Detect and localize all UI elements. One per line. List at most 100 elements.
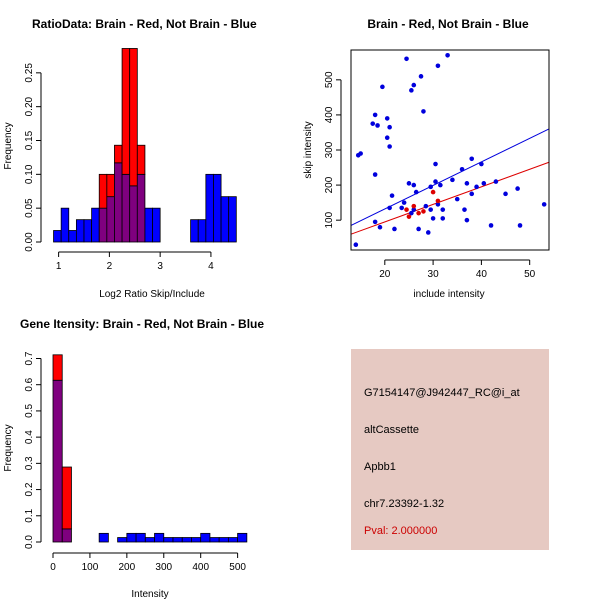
histogram-bar-not-brain <box>163 537 174 543</box>
scatter-point-not-brain <box>445 52 450 58</box>
scatter-point-not-brain <box>387 144 392 149</box>
scatter-point-not-brain <box>384 116 390 121</box>
y-tick-label: 100 <box>324 211 335 228</box>
scatter-point-not-brain <box>481 181 487 186</box>
scatter-point-not-brain <box>404 56 409 62</box>
scatter-point-brain <box>406 214 412 219</box>
x-tick-label: 2 <box>107 261 113 272</box>
ratio-histogram: RatioData: Brain - Red, Not Brain - Blue… <box>3 17 257 300</box>
y-tick-label: 500 <box>324 71 335 88</box>
y-tick-label: 0.2 <box>24 482 35 496</box>
scatter-point-not-brain <box>392 226 397 232</box>
x-tick-label: 20 <box>379 269 391 280</box>
ratio-histogram-xlabel: Log2 Ratio Skip/Include <box>99 289 205 300</box>
y-tick-label: 300 <box>324 141 335 158</box>
scatter-point-not-brain <box>389 193 395 198</box>
y-tick-label: 0.6 <box>24 377 35 391</box>
event-type-text: altCassette <box>364 424 420 436</box>
scatter-point-not-brain <box>541 202 547 207</box>
histogram-bar-not-brain <box>197 219 207 243</box>
histogram-bar-brain <box>106 173 115 198</box>
scatter-point-not-brain <box>450 177 455 183</box>
scatter-point-not-brain <box>353 242 359 248</box>
y-tick-label: 0.5 <box>24 404 35 418</box>
scatter-point-not-brain <box>459 166 465 172</box>
scatter-point-not-brain <box>372 219 378 225</box>
scatter-point-not-brain <box>438 182 443 188</box>
histogram-bar-brain <box>129 48 138 187</box>
histogram-bar-brain <box>114 144 123 164</box>
scatter-point-brain <box>404 207 409 212</box>
histogram-bar-not-brain <box>117 537 128 543</box>
scatter-point-brain <box>416 210 421 216</box>
y-tick-label: 0.20 <box>24 96 35 116</box>
scatter-point-not-brain <box>409 210 414 216</box>
scatter-point-not-brain <box>469 191 475 197</box>
scatter-point-not-brain <box>469 156 475 162</box>
histogram-bar-not-brain <box>83 219 93 243</box>
scatter-point-not-brain <box>418 74 424 79</box>
histogram-bar-brain <box>121 48 131 175</box>
pval-text: Pval: 2.000000 <box>364 525 438 537</box>
histogram-bar-overlap <box>52 379 63 543</box>
scatter-point-not-brain <box>430 216 436 221</box>
scatter-point-not-brain <box>462 207 467 212</box>
gene-intensity-title: Gene Itensity: Brain - Red, Not Brain - … <box>20 317 264 331</box>
histogram-bar-brain <box>61 466 72 530</box>
histogram-bar-not-brain <box>75 219 85 243</box>
scatter-point-not-brain <box>433 179 438 184</box>
scatter-point-not-brain <box>440 207 446 212</box>
histogram-bar-brain <box>136 144 146 175</box>
scatter-point-not-brain <box>413 189 419 195</box>
scatter-point-not-brain <box>479 161 484 167</box>
y-tick-label: 0.15 <box>24 130 35 150</box>
ratio-histogram-ylabel: Frequency <box>3 122 14 169</box>
scatter-point-not-brain <box>425 230 431 235</box>
gene-intensity-ylabel: Frequency <box>3 424 14 471</box>
histogram-bar-not-brain <box>68 230 77 243</box>
y-tick-label: 0.00 <box>24 232 35 252</box>
gene-intensity-histogram: Gene Itensity: Brain - Red, Not Brain - … <box>3 317 264 600</box>
x-tick-label: 200 <box>119 562 136 573</box>
y-tick-label: 200 <box>324 176 335 193</box>
scatter-point-not-brain <box>409 88 414 93</box>
histogram-bar-not-brain <box>135 532 146 543</box>
x-tick-label: 100 <box>82 562 99 573</box>
histogram-bar-not-brain <box>209 537 220 543</box>
ratio-histogram-title: RatioData: Brain - Red, Not Brain - Blue <box>32 17 257 31</box>
histogram-bar-not-brain <box>53 230 62 243</box>
x-tick-label: 500 <box>229 562 246 573</box>
scatter-point-not-brain <box>411 207 417 212</box>
x-tick-label: 3 <box>157 261 163 272</box>
scatter-ylabel: skip intensity <box>303 121 314 178</box>
scatter-point-not-brain <box>411 182 417 188</box>
histogram-bar-not-brain <box>205 173 214 243</box>
scatter-point-not-brain <box>416 226 421 232</box>
scatter-point-not-brain <box>464 217 470 223</box>
scatter-point-not-brain <box>464 181 470 186</box>
histogram-bar-not-brain <box>154 532 165 543</box>
histogram-bar-not-brain <box>144 537 155 543</box>
scatter-point-brain <box>411 203 417 209</box>
y-tick-label: 400 <box>324 106 335 123</box>
y-tick-label: 0.05 <box>24 198 35 218</box>
scatter-point-not-brain <box>411 82 417 88</box>
event-info-panel: G7154147@J942447_RC@i_at altCassette Apb… <box>351 349 549 550</box>
scatter-point-not-brain <box>375 123 380 128</box>
scatter-point-not-brain <box>399 205 405 211</box>
scatter-point-not-brain <box>372 112 378 118</box>
y-tick-label: 0.25 <box>24 63 35 83</box>
histogram-bar-brain <box>98 173 108 209</box>
histogram-bar-not-brain <box>126 532 137 543</box>
histogram-bar-overlap <box>106 196 115 243</box>
histogram-bar-overlap <box>61 528 72 543</box>
scatter-xlabel: include intensity <box>413 289 484 300</box>
scatter-point-not-brain <box>435 202 441 207</box>
histogram-bar-not-brain <box>190 219 199 243</box>
scatter-point-not-brain <box>387 124 392 130</box>
histogram-bar-overlap <box>129 185 138 243</box>
histogram-bar-not-brain <box>191 537 202 543</box>
x-tick-label: 1 <box>56 261 62 272</box>
histogram-bar-not-brain <box>200 532 211 543</box>
scatter-point-brain <box>421 209 426 214</box>
